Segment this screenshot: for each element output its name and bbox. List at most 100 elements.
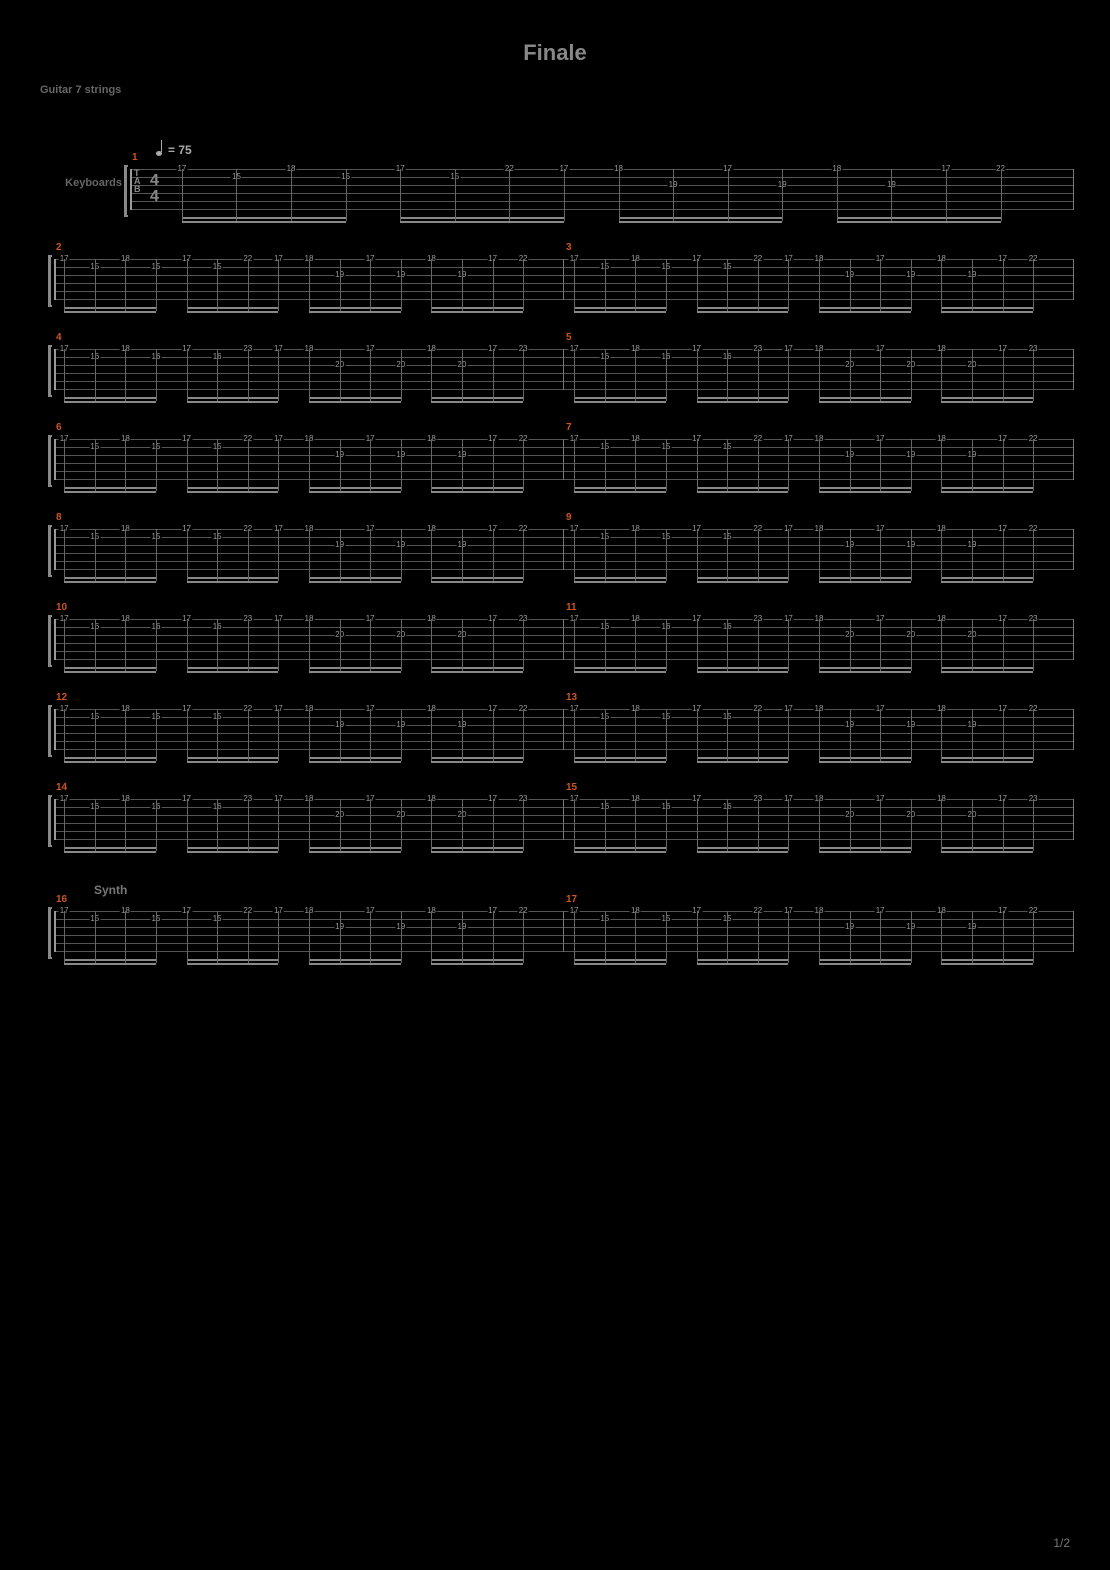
measure-number: 2 bbox=[56, 242, 62, 253]
beam-layer bbox=[564, 661, 1074, 675]
measure-row: 8171518151715221718191719181917229171518… bbox=[54, 523, 1074, 575]
staff-area: 1017161816171623171820172018201723111716… bbox=[54, 613, 1074, 665]
measure-number: 9 bbox=[566, 512, 572, 523]
beam-group bbox=[574, 751, 666, 765]
beam-group bbox=[697, 953, 789, 967]
beam-group bbox=[574, 481, 666, 495]
beam-group bbox=[309, 841, 401, 855]
beam-group bbox=[187, 661, 279, 675]
measure-row: 1017161816171623171820172018201723111716… bbox=[54, 613, 1074, 665]
measure-number: 14 bbox=[56, 782, 67, 793]
beam-group bbox=[574, 661, 666, 675]
measure: 1217151815171522171819171918191722 bbox=[54, 703, 564, 755]
beam-group bbox=[64, 661, 156, 675]
beam-layer bbox=[564, 301, 1074, 315]
beam-group bbox=[837, 211, 1001, 225]
staff-area: 4171618161716231718201720182017235171618… bbox=[54, 343, 1074, 395]
measure-number: 12 bbox=[56, 692, 67, 703]
beam-group bbox=[431, 661, 523, 675]
beam-layer bbox=[54, 571, 564, 585]
beam-group bbox=[309, 571, 401, 585]
beam-group bbox=[187, 571, 279, 585]
beam-group bbox=[309, 481, 401, 495]
staff-area: 2171518151715221718191719181917223171518… bbox=[54, 253, 1074, 305]
beam-group bbox=[64, 301, 156, 315]
measure-number: 1 bbox=[132, 152, 138, 163]
beam-group bbox=[574, 841, 666, 855]
staff-area: 1417161816171623171820172018201723151716… bbox=[54, 793, 1074, 845]
beam-group bbox=[941, 301, 1033, 315]
beam-group bbox=[187, 301, 279, 315]
instrument-label: Guitar 7 strings bbox=[40, 84, 1074, 96]
beam-group bbox=[697, 661, 789, 675]
beam-group bbox=[187, 953, 279, 967]
tempo-value: = 75 bbox=[168, 143, 192, 157]
tab-system: 6171518151715221718191719181917227171518… bbox=[36, 433, 1074, 485]
beam-layer bbox=[564, 391, 1074, 405]
beam-group bbox=[187, 751, 279, 765]
beam-group bbox=[574, 391, 666, 405]
tab-system: 1417161816171623171820172018201723151716… bbox=[36, 793, 1074, 845]
beam-group bbox=[431, 953, 523, 967]
beam-group bbox=[819, 481, 911, 495]
measure-row: 1617151815171522171819171918191722171715… bbox=[54, 905, 1074, 957]
measure: 717151815171522171819171918191722 bbox=[564, 433, 1074, 485]
measure: 1517161816171623171820172018201723 bbox=[564, 793, 1074, 845]
beam-group bbox=[819, 953, 911, 967]
measure-number: 3 bbox=[566, 242, 572, 253]
beam-layer bbox=[130, 211, 1074, 225]
measure-number: 11 bbox=[566, 602, 577, 613]
beam-layer bbox=[54, 841, 564, 855]
beam-group bbox=[941, 571, 1033, 585]
beam-group bbox=[309, 953, 401, 967]
quarter-note-icon bbox=[156, 142, 164, 156]
beam-group bbox=[697, 841, 789, 855]
tab-system: 2171518151715221718191719181917223171518… bbox=[36, 253, 1074, 305]
measure-number: 4 bbox=[56, 332, 62, 343]
beam-group bbox=[941, 481, 1033, 495]
beam-group bbox=[64, 751, 156, 765]
measure-row: 4171618161716231718201720182017235171618… bbox=[54, 343, 1074, 395]
measure: 617151815171522171819171918191722 bbox=[54, 433, 564, 485]
measure: 1117161816171623171820172018201723 bbox=[564, 613, 1074, 665]
beam-group bbox=[431, 391, 523, 405]
measure-number: 16 bbox=[56, 894, 67, 905]
measure: 817151815171522171819171918191722 bbox=[54, 523, 564, 575]
measure: TAB44117151815171522171819171918191722 bbox=[130, 163, 1074, 215]
tab-system: 1017161816171623171820172018201723111716… bbox=[36, 613, 1074, 665]
measure: 1317151815171522171819171918191722 bbox=[564, 703, 1074, 755]
page: Finale Guitar 7 strings = 75KeyboardsTAB… bbox=[0, 0, 1110, 1570]
system-bracket-icon bbox=[48, 255, 52, 307]
measure-row: 2171518151715221718191719181917223171518… bbox=[54, 253, 1074, 305]
staff-area: 1617151815171522171819171918191722171715… bbox=[54, 905, 1074, 957]
beam-group bbox=[819, 301, 911, 315]
measure: 917151815171522171819171918191722 bbox=[564, 523, 1074, 575]
beam-group bbox=[309, 751, 401, 765]
beam-group bbox=[941, 661, 1033, 675]
tab-system: 4171618161716231718201720182017235171618… bbox=[36, 343, 1074, 395]
beam-group bbox=[64, 841, 156, 855]
beam-layer bbox=[54, 391, 564, 405]
system-bracket-icon bbox=[124, 165, 128, 217]
beam-group bbox=[941, 953, 1033, 967]
measure: 1417161816171623171820172018201723 bbox=[54, 793, 564, 845]
beam-layer bbox=[54, 953, 564, 967]
beam-group bbox=[182, 211, 346, 225]
measure: 217151815171522171819171918191722 bbox=[54, 253, 564, 305]
beam-group bbox=[64, 391, 156, 405]
system-bracket-icon bbox=[48, 615, 52, 667]
measure-row: TAB44117151815171522171819171918191722 bbox=[130, 163, 1074, 215]
beam-layer bbox=[54, 481, 564, 495]
beam-group bbox=[309, 301, 401, 315]
beam-group bbox=[697, 481, 789, 495]
page-number: 1/2 bbox=[1053, 1536, 1070, 1550]
measure-number: 17 bbox=[566, 894, 577, 905]
section-label: Synth bbox=[94, 883, 1074, 897]
staff-area: TAB44117151815171522171819171918191722 bbox=[130, 163, 1074, 215]
beam-layer bbox=[54, 751, 564, 765]
beam-group bbox=[431, 571, 523, 585]
system-bracket-icon bbox=[48, 705, 52, 757]
tablature-body: = 75KeyboardsTAB441171518151715221718191… bbox=[36, 142, 1074, 957]
song-title: Finale bbox=[36, 40, 1074, 66]
beam-layer bbox=[54, 301, 564, 315]
